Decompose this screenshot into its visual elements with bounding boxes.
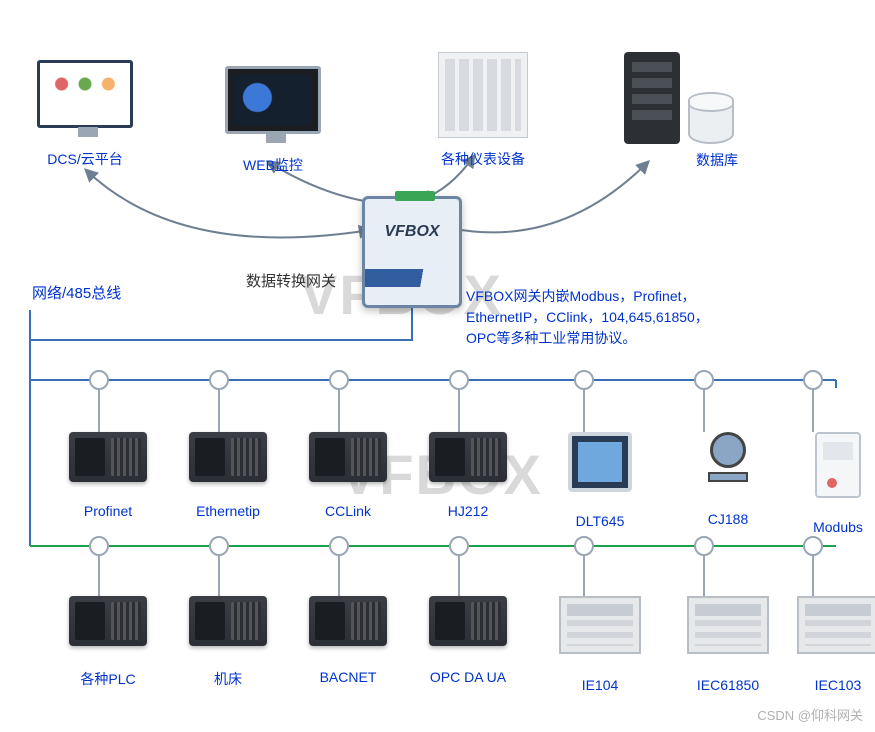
rack-device-icon (797, 596, 875, 654)
node-web: WEB监控 (218, 66, 328, 175)
attribution-text: CSDN @仰科网关 (757, 705, 863, 724)
ioracks-icon (438, 52, 528, 138)
bus-label: 网络/485总线 (32, 282, 121, 303)
rack-device-icon (559, 596, 641, 654)
plc-icon (309, 432, 387, 482)
rack-device-icon (687, 596, 769, 654)
bus-node: IEC103 (790, 596, 875, 693)
meter-icon (568, 432, 632, 492)
bus-node: Modubs (790, 432, 875, 535)
node-dcs: DCS/云平台 (30, 60, 140, 169)
desc-line: EthernetIP，CClink，104,645,61850， (466, 307, 826, 328)
bus-node: CJ188 (680, 432, 776, 527)
bus-node: HJ212 (420, 432, 516, 519)
bus-node-label: IEC61850 (680, 677, 776, 693)
bus-node-label: CCLink (300, 503, 396, 519)
node-label: WEB监控 (218, 155, 328, 175)
server-icon (624, 52, 680, 144)
plc-icon (309, 596, 387, 646)
gateway-caption: 数据转换网关 (246, 270, 336, 291)
node-label: DCS/云平台 (30, 149, 140, 169)
bus-node: 机床 (180, 596, 276, 689)
plc-icon (429, 596, 507, 646)
energy-meter-icon (815, 432, 861, 498)
bus-node-label: 机床 (180, 669, 276, 689)
desc-line: OPC等多种工业常用协议。 (466, 328, 826, 349)
desc-line: VFBOX网关内嵌Modbus，Profinet， (466, 286, 826, 307)
vfbox-logo-text: VFBOX (365, 223, 459, 241)
bus-node: CCLink (300, 432, 396, 519)
monitor-web-icon (225, 66, 321, 134)
bus-node: Ethernetip (180, 432, 276, 519)
bus-node: OPC DA UA (420, 596, 516, 685)
gateway-device: VFBOX (362, 196, 462, 308)
bus-node: DLT645 (552, 432, 648, 529)
node-label: 各种仪表设备 (428, 149, 538, 169)
plc-icon (189, 432, 267, 482)
monitor-dcs-icon (37, 60, 133, 128)
bus-node-label: Profinet (60, 503, 156, 519)
bus-node-label: Modubs (790, 519, 875, 535)
bus-node: BACNET (300, 596, 396, 685)
plc-icon (69, 596, 147, 646)
bus-node-label: IE104 (552, 677, 648, 693)
bus-node-label: CJ188 (680, 511, 776, 527)
vfbox-icon: VFBOX (362, 196, 462, 308)
bus-node-label: BACNET (300, 669, 396, 685)
node-label: 数据库 (614, 150, 744, 170)
bus-node: IE104 (552, 596, 648, 693)
database-icon (688, 92, 734, 144)
bus-node: 各种PLC (60, 596, 156, 689)
node-instruments: 各种仪表设备 (428, 52, 538, 169)
bus-node: IEC61850 (680, 596, 776, 693)
plc-icon (189, 596, 267, 646)
bus-node-label: IEC103 (790, 677, 875, 693)
bus-node-label: DLT645 (552, 513, 648, 529)
diagram-canvas: VFBOX VFBOX (0, 0, 875, 732)
bus-node-label: HJ212 (420, 503, 516, 519)
bus-node: Profinet (60, 432, 156, 519)
node-database: 数据库 (614, 52, 744, 170)
gateway-description: VFBOX网关内嵌Modbus，Profinet， EthernetIP，CCl… (466, 286, 826, 349)
plc-icon (429, 432, 507, 482)
flowmeter-icon (704, 432, 752, 490)
bus-node-label: 各种PLC (60, 669, 156, 689)
bus-node-label: Ethernetip (180, 503, 276, 519)
bus-node-label: OPC DA UA (420, 669, 516, 685)
plc-icon (69, 432, 147, 482)
